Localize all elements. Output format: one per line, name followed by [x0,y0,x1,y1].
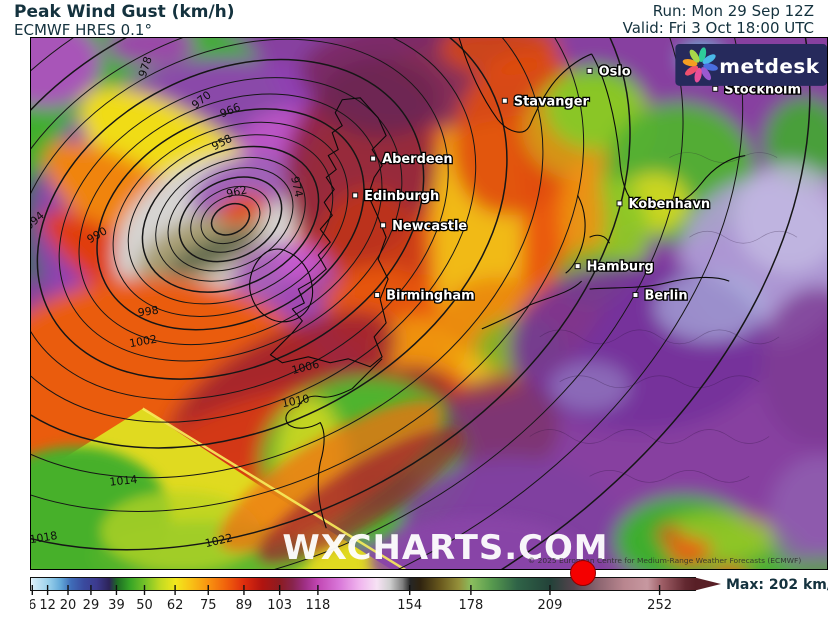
colorbar-tick-label-178: 178 [458,598,483,613]
colorbar-tick-label-118: 118 [305,598,330,613]
city-marker-edinburgh: Edinburgh [352,188,441,205]
wind-gust-map: 978 970 966 958 962 974 994 990 998 1002 1006 1010 1… [30,37,828,570]
isobar-label-1010: 1010 [281,392,311,410]
valid-timestamp: Valid: Fri 3 Oct 18:00 UTC [622,19,814,37]
isobar-label-998: 998 [137,304,160,320]
city-label: Berlin [644,289,687,304]
coastlines [249,38,746,529]
red-dot-marker [570,560,596,586]
metdesk-logo: metdesk [675,43,827,86]
city-label: Newcastle [392,219,467,234]
colorbar-tick-label-39: 39 [108,598,125,613]
colorbar: 6 12 20 29 39 50 62 75 89 103 118 154 178 209 252 [28,576,828,614]
city-label: Birmingham [386,289,475,304]
city-marker-kobenhavn: Kobenhavn [616,196,711,213]
city-label: Kobenhavn [628,197,710,212]
city-marker-newcastle: Newcastle [380,217,469,235]
colorbar-tick-label-154: 154 [397,598,422,613]
city-marker-stavanger: Stavanger [501,93,591,111]
city-label: Edinburgh [364,189,439,204]
isobar-label-978: 978 [136,55,155,79]
city-marker-berlin: Berlin [632,287,689,305]
city-label: Aberdeen [382,152,452,167]
colorbar-ticks [31,585,661,595]
city-markers: OsloStavangerStockholmAberdeenEdinburghN… [352,63,802,305]
colorbar-arrow [695,577,721,591]
isobar-label-1002: 1002 [128,333,158,351]
isobar-label-974: 974 [288,175,305,198]
colorbar-gradient-bar [30,577,696,591]
metdesk-logo-text: metdesk [719,55,819,78]
city-marker-hamburg: Hamburg [574,258,655,276]
front-greens-layer [31,400,590,569]
colorbar-tick-label-50: 50 [136,598,153,613]
fine-contour-texture [529,152,798,483]
copyright-text: © 2025 European Centre for Medium-Range … [528,556,802,565]
run-timestamp: Run: Mon 29 Sep 12Z [652,2,814,20]
colorbar-tick-label-75: 75 [200,598,217,613]
colorbar-tick-label-209: 209 [538,598,563,613]
isobar-label-1014: 1014 [109,473,138,489]
isobar-label-1022: 1022 [204,531,234,550]
model-subtitle: ECMWF HRES 0.1° [14,21,152,39]
colorbar-tick-label-6: 6 [30,598,36,613]
colorbar-tick-label-62: 62 [167,598,184,613]
city-label: Oslo [599,64,631,79]
city-marker-oslo: Oslo [586,63,632,81]
city-marker-aberdeen: Aberdeen [370,151,454,168]
colorbar-tick-label-29: 29 [83,598,100,613]
city-marker-birmingham: Birmingham [374,287,476,305]
isobar-label-962: 962 [225,183,248,200]
city-label: Stavanger [514,94,590,109]
colorbar-tick-label-12: 12 [39,598,56,613]
page-title: Peak Wind Gust (km/h) [14,2,235,22]
colorbar-tick-label-89: 89 [236,598,253,613]
colorbar-tick-label-103: 103 [267,598,292,613]
watermark: WXCHARTS.COM [282,528,608,567]
max-value-label: Max: 202 km/h [726,577,828,593]
isobar-label-1018: 1018 [31,529,58,546]
city-label: Hamburg [587,260,654,275]
front-edge-line [142,407,407,569]
colorbar-tick-label-252: 252 [647,598,672,613]
metdesk-star-icon [682,47,718,83]
colorbar-canvas: 6 12 20 29 39 50 62 75 89 103 118 154 178 209 252 [28,577,721,613]
colorbar-tick-labels: 6 12 20 29 39 50 62 75 89 103 118 154 178 209 252 [28,598,672,613]
colorbar-tick-label-20: 20 [60,598,77,613]
